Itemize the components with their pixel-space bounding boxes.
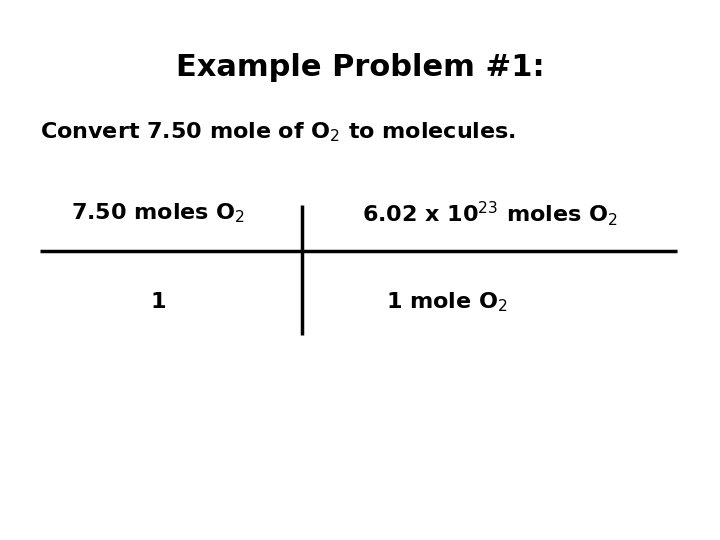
Text: 6.02 x 10$^{23}$ moles O$_2$: 6.02 x 10$^{23}$ moles O$_2$: [361, 199, 618, 228]
Text: 1: 1: [150, 292, 166, 313]
Text: 1 mole O$_2$: 1 mole O$_2$: [386, 291, 507, 314]
Text: Example Problem #1:: Example Problem #1:: [176, 53, 544, 82]
Text: Convert 7.50 mole of O$_2$ to molecules.: Convert 7.50 mole of O$_2$ to molecules.: [40, 120, 516, 144]
Text: 7.50 moles O$_2$: 7.50 moles O$_2$: [71, 201, 246, 225]
